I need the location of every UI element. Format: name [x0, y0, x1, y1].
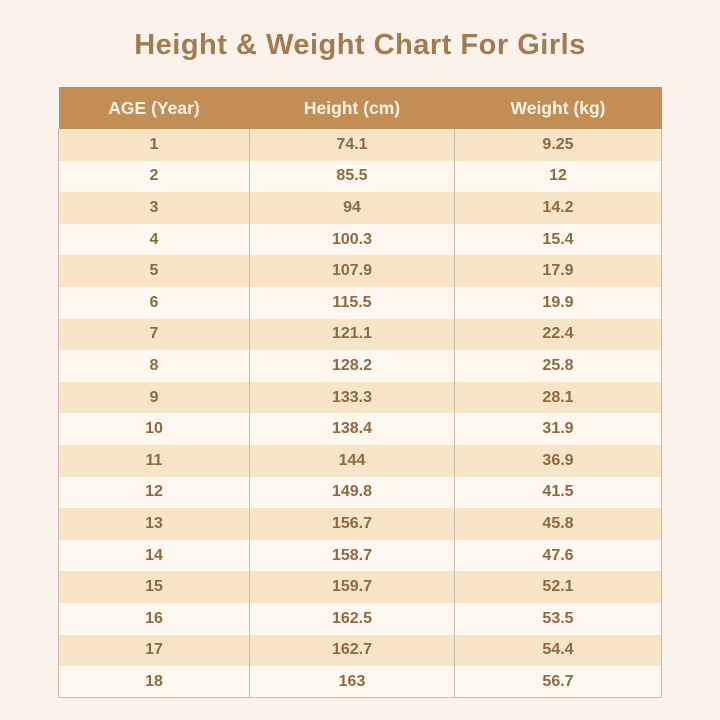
age-cell: 14 [58, 539, 250, 572]
table-row: 7 121.1 22.4 [58, 318, 662, 351]
age-cell: 6 [58, 286, 250, 319]
age-cell: 11 [58, 444, 250, 477]
table-row: 12 149.8 41.5 [58, 476, 662, 509]
height-cell: 100.3 [249, 223, 455, 256]
table-row: 13 156.7 45.8 [58, 508, 662, 540]
table-row: 15 159.7 52.1 [58, 571, 662, 603]
height-cell: 144 [249, 444, 455, 477]
weight-cell: 25.8 [454, 350, 662, 382]
header-weight: Weight (kg) [454, 87, 662, 129]
age-cell: 18 [58, 666, 250, 699]
height-cell: 162.7 [249, 634, 455, 667]
height-cell: 115.5 [249, 286, 455, 319]
age-cell: 10 [58, 413, 250, 445]
weight-cell: 45.8 [454, 508, 662, 540]
age-cell: 13 [58, 508, 250, 540]
height-cell: 94 [249, 192, 455, 224]
weight-cell: 53.5 [454, 602, 662, 635]
age-cell: 16 [58, 602, 250, 635]
table-row: 1 74.1 9.25 [58, 129, 662, 161]
height-cell: 156.7 [249, 508, 455, 540]
age-cell: 12 [58, 476, 250, 509]
table-row: 2 85.5 12 [58, 160, 662, 193]
weight-cell: 12 [454, 160, 662, 193]
table-row: 6 115.5 19.9 [58, 286, 662, 319]
height-cell: 159.7 [249, 571, 455, 603]
height-cell: 85.5 [249, 160, 455, 193]
header-row: AGE (Year) Height (cm) Weight (kg) [58, 87, 662, 129]
weight-cell: 54.4 [454, 634, 662, 667]
table-row: 18 163 56.7 [58, 666, 662, 699]
header-age: AGE (Year) [58, 87, 250, 129]
weight-cell: 56.7 [454, 666, 662, 699]
weight-cell: 9.25 [454, 129, 662, 161]
height-cell: 149.8 [249, 476, 455, 509]
height-cell: 74.1 [249, 129, 455, 161]
height-cell: 128.2 [249, 350, 455, 382]
height-weight-table: AGE (Year) Height (cm) Weight (kg) 1 74.… [58, 87, 662, 699]
weight-cell: 14.2 [454, 192, 662, 224]
table-row: 9 133.3 28.1 [58, 381, 662, 414]
table-row: 4 100.3 15.4 [58, 223, 662, 256]
weight-cell: 22.4 [454, 318, 662, 351]
height-cell: 121.1 [249, 318, 455, 351]
age-cell: 15 [58, 571, 250, 603]
age-cell: 4 [58, 223, 250, 256]
age-cell: 3 [58, 192, 250, 224]
table-header: AGE (Year) Height (cm) Weight (kg) [58, 87, 662, 129]
table-row: 3 94 14.2 [58, 192, 662, 224]
table-row: 8 128.2 25.8 [58, 350, 662, 382]
age-cell: 5 [58, 255, 250, 287]
height-cell: 158.7 [249, 539, 455, 572]
weight-cell: 15.4 [454, 223, 662, 256]
weight-cell: 52.1 [454, 571, 662, 603]
age-cell: 8 [58, 350, 250, 382]
weight-cell: 47.6 [454, 539, 662, 572]
age-cell: 7 [58, 318, 250, 351]
weight-cell: 31.9 [454, 413, 662, 445]
age-cell: 1 [58, 129, 250, 161]
header-height: Height (cm) [249, 87, 455, 129]
weight-cell: 28.1 [454, 381, 662, 414]
height-cell: 138.4 [249, 413, 455, 445]
table-row: 5 107.9 17.9 [58, 255, 662, 287]
height-cell: 133.3 [249, 381, 455, 414]
age-cell: 17 [58, 634, 250, 667]
table-row: 11 144 36.9 [58, 444, 662, 477]
table-body: 1 74.1 9.25 2 85.5 12 3 94 14.2 4 100.3 … [58, 129, 662, 699]
weight-cell: 41.5 [454, 476, 662, 509]
table-row: 10 138.4 31.9 [58, 413, 662, 445]
height-cell: 107.9 [249, 255, 455, 287]
height-cell: 162.5 [249, 602, 455, 635]
table-row: 16 162.5 53.5 [58, 602, 662, 635]
weight-cell: 36.9 [454, 444, 662, 477]
age-cell: 9 [58, 381, 250, 414]
height-cell: 163 [249, 666, 455, 699]
table-row: 14 158.7 47.6 [58, 539, 662, 572]
age-cell: 2 [58, 160, 250, 193]
table-row: 17 162.7 54.4 [58, 634, 662, 667]
weight-cell: 17.9 [454, 255, 662, 287]
page-title: Height & Weight Chart For Girls [134, 29, 586, 61]
weight-cell: 19.9 [454, 286, 662, 319]
